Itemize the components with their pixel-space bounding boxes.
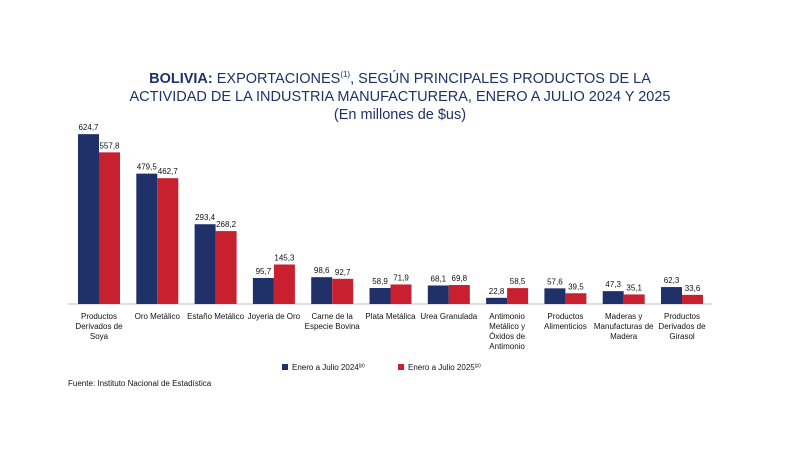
bar-2024 (311, 277, 333, 304)
bar-2024 (369, 287, 391, 304)
data-label-2024: 62,3 (664, 276, 680, 285)
data-label-2025: 69,8 (452, 274, 468, 283)
category-label: Joyeria de Oro (248, 312, 301, 321)
data-label-2024: 57,6 (547, 277, 563, 286)
bar-2024 (661, 287, 682, 304)
bar-2024 (194, 224, 216, 304)
legend-swatch-2024 (282, 364, 288, 370)
category-label: Óxidos de (489, 332, 526, 341)
category-label: Antimonio (489, 342, 525, 351)
bar-2024 (602, 291, 624, 304)
category-label: Girasol (669, 332, 695, 341)
bar-2024 (78, 134, 99, 304)
data-label-2025: 58,5 (510, 277, 526, 286)
bar-2024 (252, 277, 274, 304)
bar-2024 (544, 288, 566, 304)
bar-2025 (157, 178, 179, 304)
title-line-2: ACTIVIDAD DE LA INDUSTRIA MANUFACTURERA,… (129, 88, 671, 105)
title-footnote-marker: (1) (340, 70, 351, 79)
bar-2025 (332, 278, 354, 304)
bar-2025 (565, 293, 587, 304)
data-label-2025: 71,9 (393, 273, 409, 282)
category-label: Derivados de (75, 322, 123, 331)
category-label: Carne de la (312, 312, 354, 321)
bar-2024 (427, 285, 449, 304)
bar-2025 (99, 152, 120, 304)
data-label-2024: 58,9 (372, 277, 388, 286)
bar-2025 (507, 288, 529, 304)
bar-2025 (390, 284, 412, 304)
data-label-2025: 33,6 (685, 284, 701, 293)
bar-2025 (215, 231, 237, 304)
data-label-2024: 624,7 (78, 123, 99, 132)
data-label-2025: 268,2 (216, 220, 237, 229)
bar-2024 (486, 297, 508, 304)
data-label-2024: 293,4 (195, 213, 216, 222)
category-label: Urea Granulada (420, 312, 477, 321)
bar-2025 (623, 294, 645, 304)
category-label: Plata Metálica (365, 312, 416, 321)
category-label: Oro Metálico (135, 312, 181, 321)
category-label: Madera (610, 332, 638, 341)
data-label-2025: 39,5 (568, 282, 584, 291)
data-label-2024: 479,5 (137, 163, 158, 172)
bar-2024 (136, 173, 158, 304)
legend-swatch-2025 (398, 364, 404, 370)
category-label: Estaño Metálico (187, 312, 244, 321)
data-label-2025: 557,8 (99, 141, 120, 150)
category-label: Antimonio (489, 312, 525, 321)
category-label: Productos (547, 312, 583, 321)
title-line-1-end: , SEGÚN PRINCIPALES PRODUCTOS DE LA (350, 70, 651, 87)
category-label: Especie Bovina (305, 322, 361, 331)
bar-2025 (273, 264, 295, 304)
legend-label-2024: Enero a Julio 2024(p) (292, 363, 365, 372)
data-label-2024: 98,6 (314, 266, 330, 275)
category-label: Productos (81, 312, 117, 321)
title-line-1-text: EXPORTACIONES (212, 70, 341, 87)
data-label-2025: 92,7 (335, 268, 351, 277)
legend-footnote-marker: (p) (359, 363, 365, 369)
category-label: Metálico y (489, 322, 525, 331)
chart-title: BOLIVIA: EXPORTACIONES(1), SEGÚN PRINCIP… (0, 66, 800, 124)
data-label-2024: 22,8 (489, 287, 505, 296)
bar-2025 (682, 294, 703, 304)
data-label-2024: 95,7 (256, 267, 272, 276)
category-label: Maderas y (605, 312, 642, 321)
chart-subtitle: (En millones de $us) (333, 106, 467, 123)
title-bold-prefix: BOLIVIA: (149, 70, 213, 87)
category-label: Manufacturas de (594, 322, 654, 331)
category-label: Alimenticios (544, 322, 587, 331)
data-label-2024: 68,1 (431, 274, 447, 283)
source-note: Fuente: Instituto Nacional de Estadístic… (68, 379, 212, 388)
category-label: Soya (90, 332, 109, 341)
title-line-1: BOLIVIA: EXPORTACIONES(1), SEGÚN PRINCIP… (0, 66, 800, 88)
data-label-2024: 47,3 (605, 280, 621, 289)
legend-label-2025: Enero a Julio 2025(p) (408, 363, 481, 372)
data-label-2025: 35,1 (626, 283, 642, 292)
data-label-2025: 462,7 (158, 167, 179, 176)
legend-footnote-marker: (p) (475, 363, 481, 369)
category-label: Productos (664, 312, 700, 321)
bar-2025 (448, 285, 470, 304)
category-label: Derivados de (658, 322, 706, 331)
data-label-2025: 145,3 (274, 253, 295, 262)
